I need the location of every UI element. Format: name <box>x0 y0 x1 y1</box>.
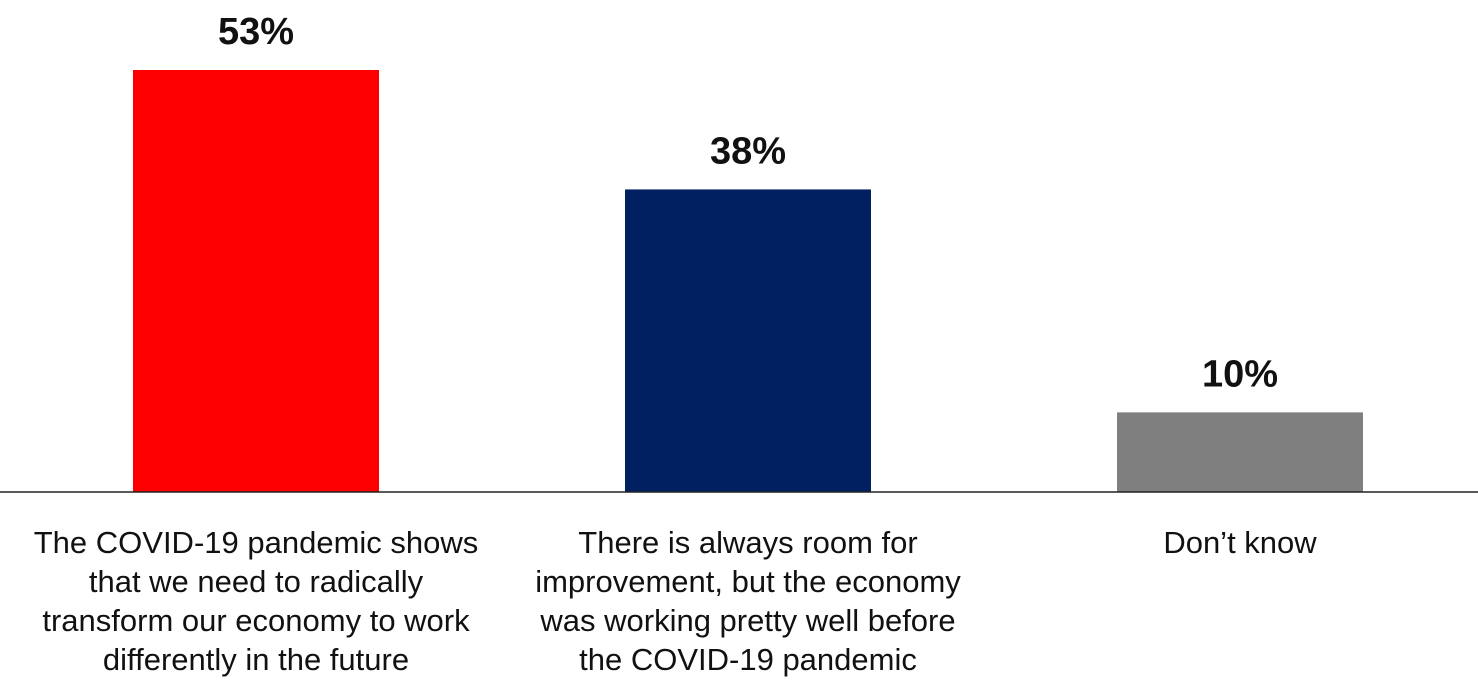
category-labels-group: The COVID-19 pandemic shows that we need … <box>34 525 1318 677</box>
category-label-1-line-3: transform our economy to work <box>42 603 470 638</box>
value-label-1: 53% <box>218 11 294 53</box>
category-label-1-line-2: that we need to radically <box>89 564 424 599</box>
category-label-3-line-1: Don’t know <box>1163 525 1317 560</box>
category-label-2-line-4: the COVID-19 pandemic <box>579 642 917 677</box>
bar-2 <box>625 189 871 492</box>
category-label-2-line-2: improvement, but the economy <box>535 564 961 599</box>
value-label-3: 10% <box>1202 353 1278 395</box>
bar-3 <box>1117 412 1363 492</box>
value-label-2: 38% <box>710 130 786 172</box>
bar-1 <box>133 70 379 492</box>
bars-group <box>133 70 1363 492</box>
category-label-2-line-3: was working pretty well before <box>539 603 955 638</box>
category-label-1-line-1: The COVID-19 pandemic shows <box>34 525 479 560</box>
value-labels-group: 53% 38% 10% <box>218 11 1278 395</box>
category-label-1-line-4: differently in the future <box>103 642 409 677</box>
category-label-2-line-1: There is always room for <box>578 525 917 560</box>
